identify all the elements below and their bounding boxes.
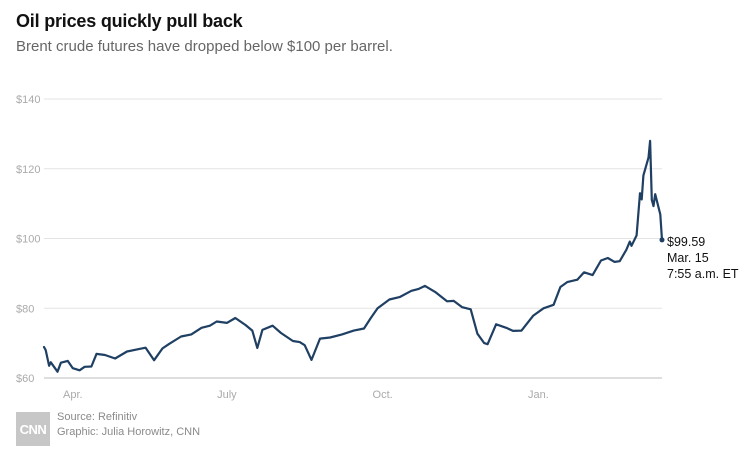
y-tick-label: $140 [16,94,40,106]
y-tick-label: $60 [16,373,34,385]
gridlines [44,98,662,379]
annotation-time: 7:55 a.m. ET [667,267,739,281]
x-tick-label: Apr. [63,389,83,401]
y-tick-label: $100 [16,234,40,246]
latest-price-point [659,237,665,243]
x-tick-label: Jan. [528,389,549,401]
x-tick-label: Oct. [373,389,393,401]
chart-title: Oil prices quickly pull back [16,11,243,31]
y-axis-ticks: $60 $80 $100 $120 $140 [16,94,40,385]
graphic-credit: Graphic: Julia Horowitz, CNN [57,426,201,438]
y-tick-label: $80 [16,303,34,315]
chart-subtitle: Brent crude futures have dropped below $… [16,38,393,55]
brent-price-line [42,139,664,373]
annotation-price: $99.59 [667,235,705,249]
x-tick-label: July [217,389,237,401]
x-axis-ticks: Apr. July Oct. Jan. [63,389,549,401]
y-tick-label: $120 [16,164,40,176]
annotation-date: Mar. 15 [667,251,709,265]
cnn-logo: CNN [16,412,50,446]
source-credit: Source: Refinitiv [57,411,138,423]
